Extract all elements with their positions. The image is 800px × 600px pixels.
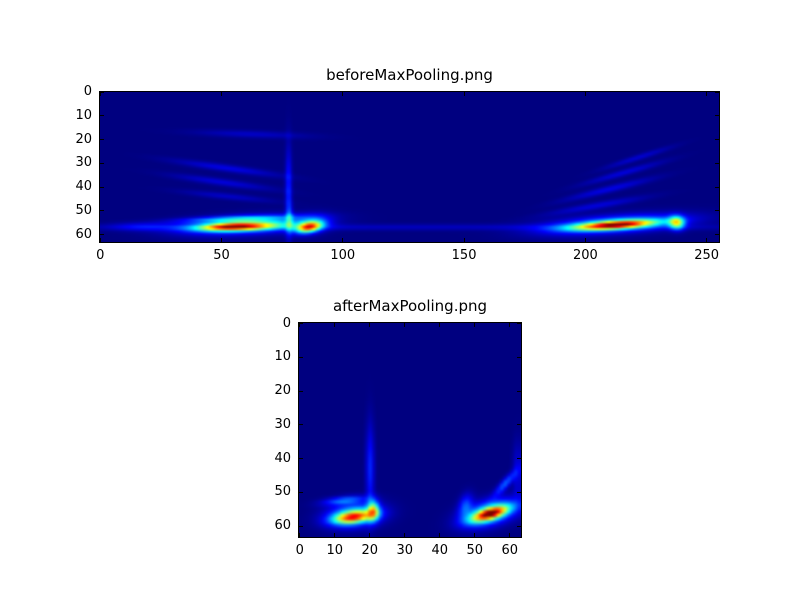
y-tick-mark: [100, 115, 104, 117]
x-tick-mark: [99, 238, 101, 242]
heatmap-image-after: [299, 323, 521, 537]
y-tick-label: 60: [75, 226, 92, 242]
x-tick-label: 60: [501, 543, 519, 558]
x-tick-label: 50: [213, 248, 230, 263]
y-tick-mark: [299, 458, 303, 460]
x-tick-mark: [334, 533, 336, 537]
y-tick-mark: [517, 525, 521, 527]
x-tick-label: 100: [330, 248, 356, 263]
y-tick-label: 10: [75, 107, 92, 123]
x-tick-mark: [404, 533, 406, 537]
x-tick-mark: [706, 92, 708, 96]
x-tick-mark: [299, 533, 301, 537]
y-tick-label: 30: [274, 416, 291, 432]
x-tick-label: 0: [96, 248, 105, 263]
y-tick-label: 10: [274, 349, 291, 365]
y-tick-mark: [100, 234, 104, 236]
y-tick-mark: [517, 491, 521, 493]
y-tick-mark: [715, 162, 719, 164]
x-tick-mark: [404, 323, 406, 327]
x-tick-label: 10: [326, 543, 344, 558]
y-tick-mark: [517, 323, 521, 325]
x-tick-mark: [463, 238, 465, 242]
y-tick-mark: [299, 390, 303, 392]
x-tick-mark: [463, 92, 465, 96]
y-tick-label: 30: [75, 155, 92, 171]
x-tick-mark: [334, 323, 336, 327]
y-tick-mark: [299, 491, 303, 493]
x-tick-mark: [299, 323, 301, 327]
x-tick-mark: [474, 323, 476, 327]
y-tick-mark: [715, 91, 719, 93]
y-tick-label: 50: [274, 484, 291, 500]
y-tick-mark: [517, 424, 521, 426]
y-tick-label: 20: [75, 131, 92, 147]
x-tick-mark: [342, 238, 344, 242]
x-tick-mark: [474, 533, 476, 537]
axes-before: [99, 91, 720, 243]
y-tick-mark: [715, 139, 719, 141]
x-tick-mark: [584, 238, 586, 242]
plot-title-before: beforeMaxPooling.png: [326, 66, 493, 84]
y-tick-mark: [715, 210, 719, 212]
y-tick-mark: [517, 458, 521, 460]
x-tick-mark: [99, 92, 101, 96]
y-tick-label: 0: [83, 84, 92, 100]
x-tick-mark: [584, 92, 586, 96]
y-tick-mark: [517, 356, 521, 358]
heatmap-image-before: [100, 92, 719, 242]
x-tick-mark: [369, 323, 371, 327]
y-tick-label: 40: [274, 450, 291, 466]
x-tick-mark: [706, 238, 708, 242]
x-tick-label: 150: [451, 248, 477, 263]
axes-after: [298, 322, 522, 538]
x-tick-label: 250: [694, 248, 720, 263]
y-tick-mark: [715, 234, 719, 236]
y-tick-label: 0: [282, 315, 291, 331]
x-tick-label: 0: [295, 543, 304, 558]
y-tick-label: 20: [274, 383, 291, 399]
y-tick-mark: [299, 356, 303, 358]
y-tick-mark: [715, 115, 719, 117]
x-tick-mark: [439, 533, 441, 537]
y-tick-label: 40: [75, 179, 92, 195]
x-tick-mark: [509, 323, 511, 327]
y-tick-mark: [299, 424, 303, 426]
y-tick-mark: [100, 186, 104, 188]
y-tick-mark: [299, 525, 303, 527]
y-tick-mark: [517, 390, 521, 392]
y-tick-mark: [100, 210, 104, 212]
x-tick-label: 40: [431, 543, 449, 558]
y-tick-mark: [100, 139, 104, 141]
x-tick-mark: [509, 533, 511, 537]
x-tick-label: 200: [572, 248, 598, 263]
x-tick-label: 30: [396, 543, 414, 558]
plot-title-after: afterMaxPooling.png: [332, 297, 488, 315]
x-tick-label: 50: [466, 543, 484, 558]
y-tick-mark: [715, 186, 719, 188]
x-tick-mark: [439, 323, 441, 327]
y-tick-mark: [100, 162, 104, 164]
x-tick-mark: [369, 533, 371, 537]
y-tick-label: 60: [274, 518, 291, 534]
y-tick-label: 50: [75, 202, 92, 218]
x-tick-mark: [221, 238, 222, 242]
y-tick-mark: [299, 323, 303, 325]
x-tick-mark: [342, 92, 344, 96]
y-tick-mark: [100, 91, 104, 93]
x-tick-label: 20: [361, 543, 379, 558]
x-tick-mark: [221, 92, 222, 96]
